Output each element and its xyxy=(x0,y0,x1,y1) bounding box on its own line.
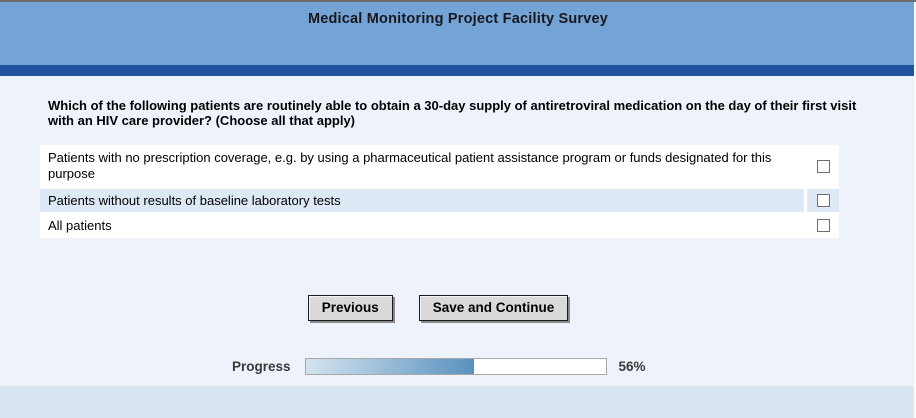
option-checkbox-cell-1 xyxy=(807,145,839,187)
option-checkbox-cell-3 xyxy=(807,214,839,237)
progress-label: Progress xyxy=(232,359,291,374)
header-banner: Medical Monitoring Project Facility Surv… xyxy=(0,2,916,65)
option-row-2: Patients without results of baseline lab… xyxy=(40,189,839,212)
footer-bar xyxy=(0,386,916,418)
option-checkbox-cell-2 xyxy=(807,189,839,212)
header-stripe xyxy=(0,65,916,76)
option-row-1: Patients with no prescription coverage, … xyxy=(40,145,839,187)
option-label-2: Patients without results of baseline lab… xyxy=(40,189,804,212)
progress-bar xyxy=(304,358,607,375)
previous-button[interactable]: Previous xyxy=(307,295,393,321)
progress-section: Progress 56% xyxy=(232,358,916,375)
option-checkbox-3[interactable] xyxy=(816,219,830,232)
option-label-1: Patients with no prescription coverage, … xyxy=(40,145,804,187)
option-checkbox-2[interactable] xyxy=(816,194,830,207)
option-row-3: All patients xyxy=(40,214,839,237)
option-label-3: All patients xyxy=(40,214,804,237)
progress-percent: 56% xyxy=(618,359,646,374)
save-and-continue-button[interactable]: Save and Continue xyxy=(418,295,569,321)
answer-options-table: Patients with no prescription coverage, … xyxy=(40,145,839,238)
progress-fill xyxy=(305,359,474,374)
window-right-edge xyxy=(914,2,916,418)
window-top-edge xyxy=(0,0,916,2)
action-buttons: Previous Save and Continue xyxy=(0,295,896,321)
option-checkbox-1[interactable] xyxy=(816,159,830,173)
question-text: Which of the following patients are rout… xyxy=(48,98,857,128)
page-title: Medical Monitoring Project Facility Surv… xyxy=(307,11,609,27)
